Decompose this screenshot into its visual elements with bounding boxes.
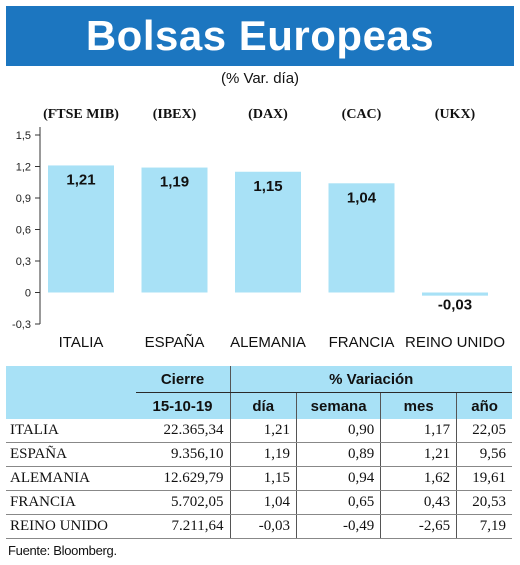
bar bbox=[48, 165, 114, 293]
row-mes: 1,21 bbox=[380, 442, 457, 467]
y-tick-label: -0,3 bbox=[12, 319, 31, 331]
markets-table: Cierre % Variación 15-10-19 día semana m… bbox=[6, 366, 512, 539]
header-blank bbox=[6, 366, 136, 393]
header-blank-2 bbox=[6, 392, 136, 419]
bar bbox=[328, 183, 395, 293]
row-mes: 0,43 bbox=[380, 490, 457, 515]
row-cierre: 22.365,34 bbox=[135, 419, 230, 443]
category-label: ESPAÑA bbox=[145, 334, 205, 351]
row-semana: 0,90 bbox=[295, 419, 381, 443]
row-country: ALEMANIA bbox=[6, 466, 136, 491]
row-anio: 7,19 bbox=[456, 514, 512, 539]
y-tick-label: 1,5 bbox=[16, 130, 31, 142]
row-anio: 20,53 bbox=[456, 490, 512, 515]
row-country: ESPAÑA bbox=[6, 442, 136, 467]
row-semana: 0,65 bbox=[295, 490, 381, 515]
bar bbox=[141, 167, 208, 293]
header-semana: semana bbox=[295, 392, 381, 419]
table-row: ITALIA 22.365,34 1,21 0,90 1,17 22,05 bbox=[6, 419, 512, 443]
row-anio: 22,05 bbox=[456, 419, 512, 443]
index-label: (CAC) bbox=[342, 107, 382, 122]
bar-value-label: 1,19 bbox=[160, 174, 189, 191]
header-mes: mes bbox=[380, 392, 457, 419]
page-title: Bolsas Europeas bbox=[85, 12, 435, 59]
row-mes: 1,17 bbox=[380, 419, 457, 443]
row-dia: 1,15 bbox=[229, 466, 297, 491]
row-country: ITALIA bbox=[6, 419, 136, 443]
row-dia: 1,21 bbox=[229, 419, 297, 443]
header-cierre: Cierre bbox=[135, 366, 230, 393]
table-row: ESPAÑA 9.356,10 1,19 0,89 1,21 9,56 bbox=[6, 442, 512, 467]
index-label: (IBEX) bbox=[153, 107, 197, 122]
bar-value-label: 1,21 bbox=[66, 171, 95, 188]
y-tick-label: 0,3 bbox=[16, 256, 31, 268]
bar bbox=[235, 171, 301, 293]
header-anio: año bbox=[456, 392, 512, 419]
row-semana: 0,89 bbox=[295, 442, 381, 467]
y-tick-label: 0,9 bbox=[16, 193, 31, 205]
bar bbox=[422, 292, 488, 296]
row-cierre: 9.356,10 bbox=[135, 442, 230, 467]
bar-value-label: -0,03 bbox=[438, 297, 472, 314]
row-mes: -2,65 bbox=[380, 514, 457, 539]
row-anio: 19,61 bbox=[456, 466, 512, 491]
row-semana: 0,94 bbox=[295, 466, 381, 491]
source-note: Fuente: Bloomberg. bbox=[8, 543, 117, 558]
header-date: 15-10-19 bbox=[135, 392, 230, 419]
index-label: (DAX) bbox=[248, 107, 288, 122]
row-cierre: 7.211,64 bbox=[135, 514, 230, 539]
category-label: REINO UNIDO bbox=[405, 334, 505, 351]
row-country: REINO UNIDO bbox=[6, 514, 136, 539]
row-dia: 1,19 bbox=[229, 442, 297, 467]
row-mes: 1,62 bbox=[380, 466, 457, 491]
y-tick-label: 1,2 bbox=[16, 162, 31, 174]
row-dia: 1,04 bbox=[229, 490, 297, 515]
category-label: FRANCIA bbox=[329, 334, 395, 351]
row-cierre: 12.629,79 bbox=[135, 466, 230, 491]
header-dia: día bbox=[229, 392, 297, 419]
bar-value-label: 1,04 bbox=[347, 189, 377, 206]
title-banner: Bolsas Europeas bbox=[6, 6, 514, 66]
table-row: FRANCIA 5.702,05 1,04 0,65 0,43 20,53 bbox=[6, 490, 512, 515]
category-label: ALEMANIA bbox=[230, 334, 306, 351]
table-row: ALEMANIA 12.629,79 1,15 0,94 1,62 19,61 bbox=[6, 466, 512, 491]
row-cierre: 5.702,05 bbox=[135, 490, 230, 515]
bar-chart: 1,5 1,2 0,9 0,6 0,3 0 -0,3 1,21 (FTSE MIB) ITALIA… bbox=[12, 107, 505, 351]
header-variacion: % Variación bbox=[229, 366, 512, 393]
table-row: REINO UNIDO 7.211,64 -0,03 -0,49 -2,65 7… bbox=[6, 514, 512, 539]
chart-subtitle: (% Var. día) bbox=[220, 70, 300, 87]
y-tick-label: 0,6 bbox=[16, 225, 31, 237]
row-dia: -0,03 bbox=[229, 514, 297, 539]
category-label: ITALIA bbox=[59, 334, 104, 351]
y-tick-label: 0 bbox=[25, 288, 31, 300]
index-label: (UKX) bbox=[435, 107, 476, 122]
row-semana: -0,49 bbox=[295, 514, 381, 539]
data-table-container: Cierre % Variación 15-10-19 día semana m… bbox=[6, 366, 512, 539]
bar-value-label: 1,15 bbox=[253, 178, 282, 195]
row-country: FRANCIA bbox=[6, 490, 136, 515]
index-label: (FTSE MIB) bbox=[43, 107, 119, 122]
row-anio: 9,56 bbox=[456, 442, 512, 467]
